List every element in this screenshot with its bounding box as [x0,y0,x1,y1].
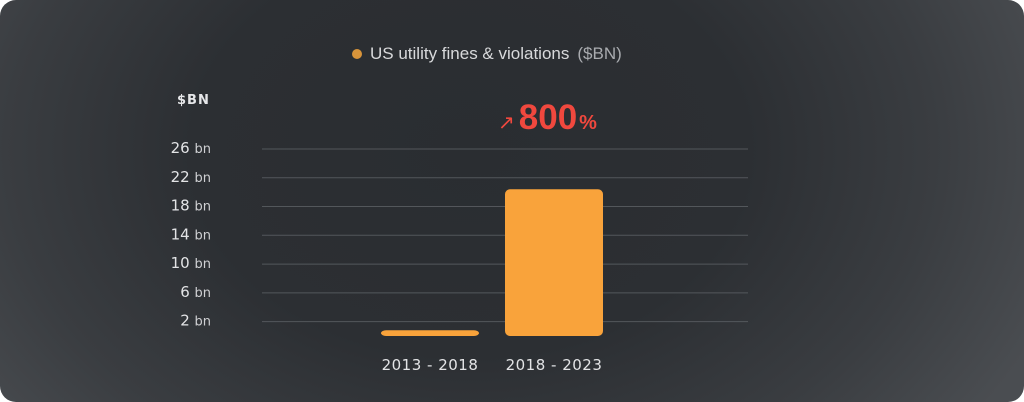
chart-legend: US utility fines & violations ($BN) [352,44,622,64]
y-tick-label: 14 bn [171,225,211,243]
bar [505,189,603,336]
y-tick-label: 26 bn [171,139,211,157]
growth-value: 800 [518,98,578,137]
y-tick-label: 10 bn [171,254,211,272]
y-axis-unit-label: $BN [177,93,210,108]
legend-unit: ($BN) [577,44,622,63]
x-tick-label: 2013 - 2018 [382,356,479,374]
y-tick-label: 2 bn [180,312,211,330]
arrow-up-right-icon: ↗ [498,110,515,134]
bar [381,330,479,336]
legend-swatch [352,49,362,59]
legend-label: US utility fines & violations [370,44,570,63]
y-tick-label: 18 bn [171,197,211,215]
growth-unit: % [579,112,597,134]
x-tick-label: 2018 - 2023 [506,356,603,374]
growth-callout: ↗ 800 % [498,98,597,138]
y-tick-label: 6 bn [180,283,211,301]
y-tick-label: 22 bn [171,168,211,186]
